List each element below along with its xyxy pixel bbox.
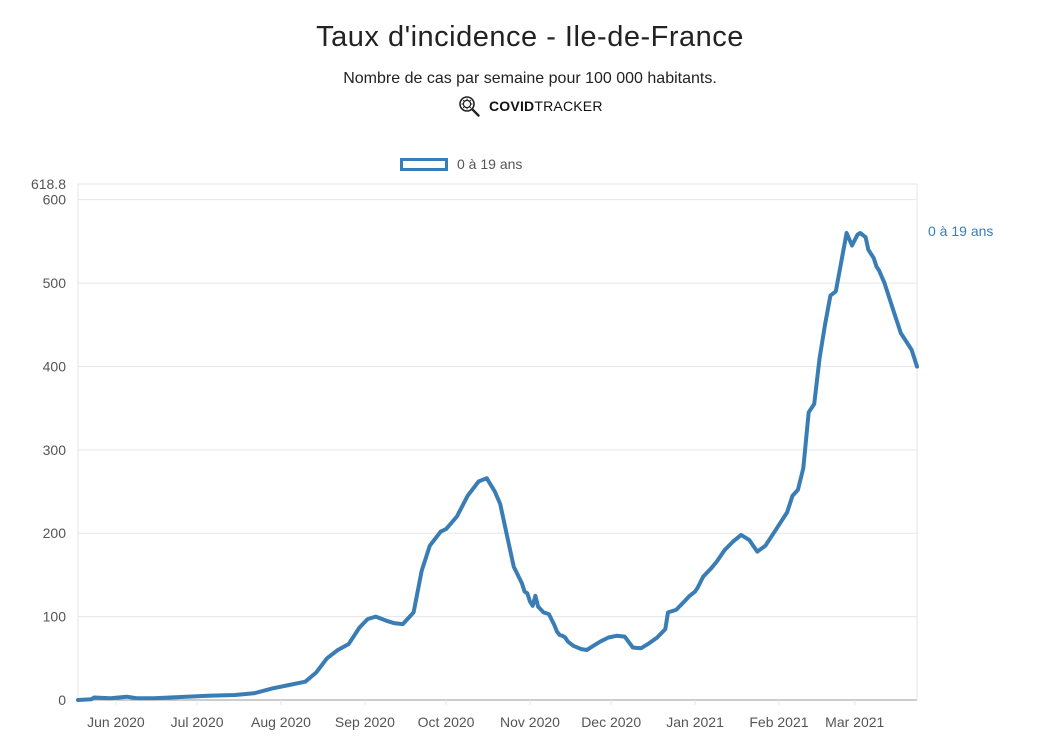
- y-tick-label: 600: [43, 192, 67, 208]
- y-tick-label: 500: [43, 275, 67, 291]
- y-tick-label: 400: [43, 358, 67, 374]
- x-tick-label: Feb 2021: [749, 714, 808, 730]
- x-tick-label: Aug 2020: [251, 714, 311, 730]
- y-tick-label: 100: [43, 609, 67, 625]
- y-tick-label: 0: [58, 692, 66, 708]
- x-tick-label: Oct 2020: [418, 714, 475, 730]
- legend[interactable]: 0 à 19 ans: [400, 156, 522, 172]
- y-tick-label: 200: [43, 525, 67, 541]
- legend-label[interactable]: 0 à 19 ans: [457, 156, 523, 172]
- x-tick-label: Mar 2021: [825, 714, 884, 730]
- chart-subtitle: Nombre de cas par semaine pour 100 000 h…: [343, 70, 717, 87]
- x-tick-label: Dec 2020: [581, 714, 641, 730]
- x-tick-label: Jul 2020: [171, 714, 224, 730]
- legend-swatch[interactable]: [400, 157, 448, 171]
- covidtracker-brand[interactable]: COVIDTRACKER: [457, 95, 603, 117]
- chart-title: Taux d'incidence - Ile-de-France: [316, 21, 744, 53]
- x-tick-label: Sep 2020: [335, 714, 395, 730]
- series-end-label: 0 à 19 ans: [928, 223, 993, 239]
- x-tick-label: Nov 2020: [500, 714, 560, 730]
- y-tick-label-max: 618.8: [31, 176, 66, 192]
- series-line: [76, 231, 919, 702]
- brand-text: COVIDTRACKER: [489, 98, 603, 114]
- series-endpoint: [915, 364, 919, 369]
- y-tick-label: 300: [43, 442, 67, 458]
- virus-magnifier-icon: [459, 96, 480, 117]
- x-tick-label: Jun 2020: [87, 714, 145, 730]
- x-tick-label: Jan 2021: [666, 714, 724, 730]
